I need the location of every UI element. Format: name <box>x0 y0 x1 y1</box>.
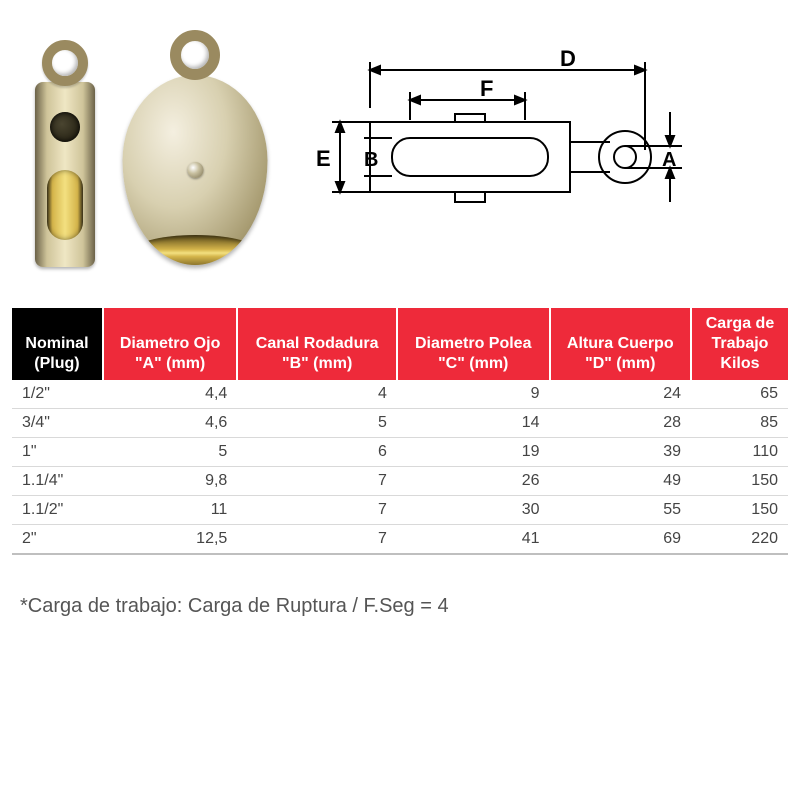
spec-table-wrap: Nominal (Plug) Diametro Ojo "A" (mm) Canal R… <box>0 308 800 555</box>
page: D F <box>0 0 800 800</box>
col-header-line: "D" (mm) <box>585 355 655 372</box>
table-cell: 5 <box>103 438 237 467</box>
table-row: 1/2"4,4492465 <box>12 380 788 409</box>
table-cell: 69 <box>550 525 691 555</box>
table-cell: 28 <box>550 409 691 438</box>
table-cell: 9,8 <box>103 467 237 496</box>
product-photos <box>20 30 270 270</box>
table-cell: 30 <box>397 496 550 525</box>
svg-text:E: E <box>316 146 331 171</box>
footnote: *Carga de trabajo: Carga de Ruptura / F.… <box>0 555 800 618</box>
table-cell: 1" <box>12 438 103 467</box>
spec-table: Nominal (Plug) Diametro Ojo "A" (mm) Canal R… <box>12 308 788 555</box>
table-cell: 1/2" <box>12 380 103 409</box>
table-cell: 5 <box>237 409 397 438</box>
col-header-line: Diametro Ojo <box>120 335 220 352</box>
table-cell: 55 <box>550 496 691 525</box>
col-header-line: Nominal <box>25 335 88 352</box>
table-cell: 65 <box>691 380 788 409</box>
table-cell: 7 <box>237 525 397 555</box>
table-cell: 2" <box>12 525 103 555</box>
spec-table-body: 1/2"4,44924653/4"4,651428851"5619391101.… <box>12 380 788 554</box>
table-cell: 26 <box>397 467 550 496</box>
col-header: Carga de Trabajo Kilos <box>691 308 788 380</box>
col-header-line: "C" (mm) <box>438 355 508 372</box>
table-cell: 1.1/2" <box>12 496 103 525</box>
top-row: D F <box>0 0 800 280</box>
table-cell: 41 <box>397 525 550 555</box>
table-cell: 220 <box>691 525 788 555</box>
table-row: 1.1/4"9,872649150 <box>12 467 788 496</box>
pulley-side-view <box>120 30 270 270</box>
table-cell: 12,5 <box>103 525 237 555</box>
table-row: 1"561939110 <box>12 438 788 467</box>
svg-text:D: D <box>560 50 576 71</box>
table-cell: 19 <box>397 438 550 467</box>
table-cell: 4,4 <box>103 380 237 409</box>
table-cell: 24 <box>550 380 691 409</box>
col-header: Diametro Polea "C" (mm) <box>397 308 550 380</box>
table-cell: 9 <box>397 380 550 409</box>
col-header-line: Carga de <box>706 315 774 332</box>
table-row: 2"12,574169220 <box>12 525 788 555</box>
col-header: Canal Rodadura "B" (mm) <box>237 308 397 380</box>
col-header-line: Altura Cuerpo <box>567 335 674 352</box>
pulley-front-view <box>20 40 110 270</box>
table-cell: 39 <box>550 438 691 467</box>
table-cell: 49 <box>550 467 691 496</box>
table-cell: 7 <box>237 467 397 496</box>
col-header: Altura Cuerpo "D" (mm) <box>550 308 691 380</box>
table-cell: 110 <box>691 438 788 467</box>
table-cell: 11 <box>103 496 237 525</box>
table-cell: 4 <box>237 380 397 409</box>
table-cell: 4,6 <box>103 409 237 438</box>
table-cell: 1.1/4" <box>12 467 103 496</box>
col-header-line: Kilos <box>720 355 759 372</box>
col-header-line: "A" (mm) <box>135 355 205 372</box>
table-cell: 3/4" <box>12 409 103 438</box>
spec-table-head: Nominal (Plug) Diametro Ojo "A" (mm) Canal R… <box>12 308 788 380</box>
col-header-line: "B" (mm) <box>282 355 352 372</box>
table-cell: 150 <box>691 496 788 525</box>
table-cell: 150 <box>691 467 788 496</box>
svg-text:A: A <box>662 149 676 171</box>
col-header-line: Canal Rodadura <box>256 335 379 352</box>
technical-diagram: D F <box>310 50 690 250</box>
col-header: Diametro Ojo "A" (mm) <box>103 308 237 380</box>
col-header-line: Trabajo <box>712 335 769 352</box>
table-row: 3/4"4,65142885 <box>12 409 788 438</box>
svg-text:B: B <box>364 149 378 171</box>
table-row: 1.1/2"1173055150 <box>12 496 788 525</box>
table-cell: 7 <box>237 496 397 525</box>
col-header-line: Diametro Polea <box>415 335 531 352</box>
col-header-line: (Plug) <box>34 355 79 372</box>
svg-text:F: F <box>480 76 493 101</box>
col-header: Nominal (Plug) <box>12 308 103 380</box>
table-cell: 14 <box>397 409 550 438</box>
table-cell: 85 <box>691 409 788 438</box>
table-cell: 6 <box>237 438 397 467</box>
